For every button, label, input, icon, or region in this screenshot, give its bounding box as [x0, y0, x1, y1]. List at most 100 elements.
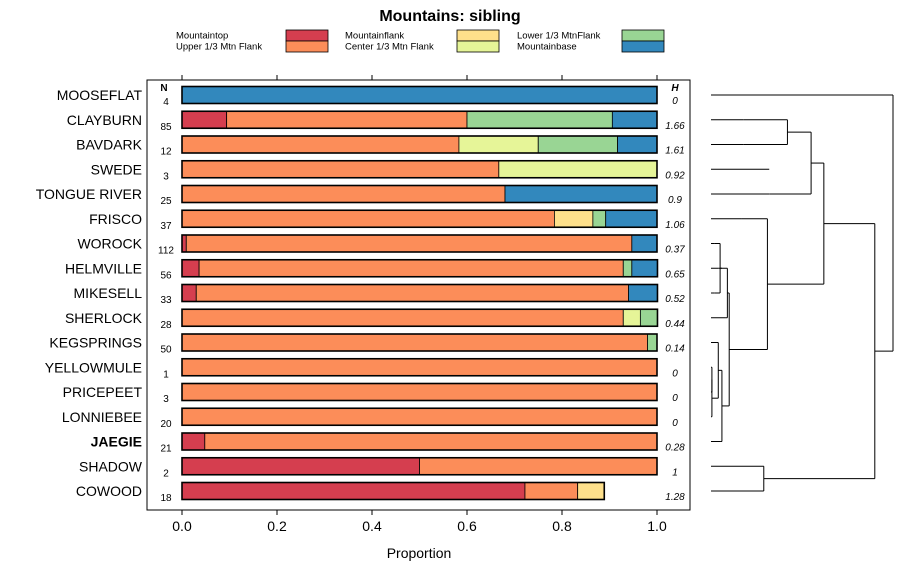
n-label-jaegie: 21 [160, 444, 172, 455]
h-label-worock: 0.37 [665, 245, 685, 256]
h-label-lonniebee: 0 [672, 418, 678, 429]
bar-segment-helmville-mountaintop [181, 259, 200, 278]
chart-title: Mountains: sibling [379, 8, 520, 25]
bar-segment-helmville-upper-1-3-mtn-flank [198, 259, 624, 278]
n-label-helmville: 56 [160, 270, 172, 281]
bar-segment-pricepeet-upper-1-3-mtn-flank [181, 383, 658, 401]
category-label-frisco: FRISCO [89, 211, 142, 227]
n-label-swede: 3 [163, 171, 169, 182]
x-tick-label: 1.0 [647, 518, 667, 534]
bar-segment-worock-upper-1-3-mtn-flank [185, 234, 633, 253]
n-label-sherlock: 28 [160, 320, 172, 331]
bar-segment-bavdark-mountainbase [617, 135, 658, 154]
bar-outline-lonniebee [181, 407, 658, 427]
bar-segment-bavdark-lower-1-3-mtnflank [537, 135, 618, 154]
bar-segment-kegsprings-lower-1-3-mtnflank [647, 333, 658, 352]
bar-segment-jaegie-mountaintop [181, 432, 206, 451]
bar-segment-swede-center-1-3-mtn-flank [498, 160, 658, 179]
legend-label-mountainflank: Mountainflank [345, 31, 404, 42]
legend-swatch-mountainbase [621, 40, 665, 53]
bar-segment-sherlock-center-1-3-mtn-flank [622, 308, 641, 327]
category-label-lonniebee: LONNIEBEE [62, 409, 142, 425]
h-labels: 0 1.66 1.61 0.92 0.9 1.06 0.37 0.65 0.52 0.44 0.14… [665, 96, 685, 503]
bar-segment-mikesell-upper-1-3-mtn-flank [195, 284, 629, 302]
y-labels: MOOSEFLAT CLAYBURN BAVDARK SWEDE TONGUE RIVE… [36, 87, 143, 499]
n-label-lonniebee: 20 [160, 419, 172, 430]
x-tick-label: 0.4 [362, 518, 382, 534]
h-label-shadow: 1 [672, 467, 678, 478]
n-label-kegsprings: 50 [160, 345, 172, 356]
legend-label-center-1-3-mtn-flank: Center 1/3 Mtn Flank [345, 42, 434, 53]
bar-outline-jaegie [181, 432, 658, 451]
bar-segment-clayburn-mountainbase [611, 110, 658, 129]
category-label-mikesell: MIKESELL [74, 285, 143, 301]
bar-outline-sherlock [181, 308, 659, 328]
bar-outline-shadow [181, 456, 658, 476]
category-label-mooseflat: MOOSEFLAT [57, 87, 143, 103]
category-label-yellowmule: YELLOWMULE [45, 359, 142, 375]
legend-swatch-mountaintop [285, 29, 329, 42]
bar-segment-sherlock-lower-1-3-mtnflank [639, 308, 658, 327]
n-label-mikesell: 33 [160, 295, 172, 306]
x-tick-label: 0.6 [457, 518, 477, 534]
bar-segment-helmville-lower-1-3-mtnflank [622, 259, 633, 278]
bar-segment-cowood-upper-1-3-mtn-flank [524, 482, 579, 500]
category-label-pricepeet: PRICEPEET [63, 384, 143, 400]
legend-swatch-lower-1-3-mtnflank [621, 29, 665, 42]
category-label-jaegie: JAEGIE [91, 434, 142, 450]
h-label-jaegie: 0.28 [665, 443, 685, 454]
bar-segment-sherlock-upper-1-3-mtn-flank [181, 308, 624, 327]
bar-segment-worock-mountainbase [631, 234, 658, 253]
bar-segment-shadow-mountaintop [181, 457, 420, 476]
bar-segment-bavdark-center-1-3-mtn-flank [458, 135, 539, 154]
n-label-cowood: 18 [160, 493, 172, 504]
category-label-cowood: COWOOD [76, 483, 142, 499]
bar-segment-clayburn-mountaintop [181, 110, 228, 129]
category-label-swede: SWEDE [91, 161, 142, 177]
h-label-swede: 0.92 [665, 170, 685, 181]
category-label-sherlock: SHERLOCK [65, 310, 143, 326]
legend-swatch-mountainflank [456, 29, 500, 42]
bar-segment-swede-upper-1-3-mtn-flank [181, 160, 500, 179]
bar-outline-frisco [181, 209, 658, 229]
bar-segment-frisco-upper-1-3-mtn-flank [181, 209, 555, 228]
legend-swatch-center-1-3-mtn-flank [456, 40, 500, 53]
h-label-helmville: 0.65 [665, 269, 685, 280]
n-label-tongue-river: 25 [160, 196, 172, 207]
bar-segment-clayburn-upper-1-3-mtn-flank [226, 110, 468, 129]
n-label-clayburn: 85 [160, 122, 172, 133]
bar-outline-yellowmule [181, 357, 658, 377]
bar-outline-worock [181, 234, 658, 253]
category-label-clayburn: CLAYBURN [67, 112, 142, 128]
category-label-tongue-river: TONGUE RIVER [36, 186, 142, 202]
h-label-frisco: 1.06 [665, 220, 685, 231]
bars [181, 85, 659, 501]
legend-label-lower-1-3-mtnflank: Lower 1/3 MtnFlank [517, 31, 601, 42]
bar-segment-jaegie-upper-1-3-mtn-flank [204, 432, 658, 451]
h-label-mooseflat: 0 [672, 96, 678, 107]
category-label-kegsprings: KEGSPRINGS [49, 335, 142, 351]
bar-segment-tongue-river-upper-1-3-mtn-flank [181, 185, 506, 203]
bar-outline-helmville [181, 258, 659, 278]
legend-label-mountainbase: Mountainbase [517, 42, 577, 53]
bar-outline-tongue-river [181, 184, 658, 204]
legend-label-mountaintop: Mountaintop [176, 31, 228, 42]
category-label-worock: WOROCK [77, 236, 142, 252]
bar-segment-cowood-mountaintop [181, 482, 526, 500]
h-label-pricepeet: 0 [672, 393, 678, 404]
bar-segment-frisco-lower-1-3-mtnflank [592, 209, 607, 228]
bar-outline-mooseflat [181, 85, 658, 105]
bar-outline-cowood [181, 481, 606, 501]
category-label-helmville: HELMVILLE [65, 260, 142, 276]
n-label-shadow: 2 [163, 468, 169, 479]
category-label-shadow: SHADOW [79, 458, 143, 474]
bar-segment-clayburn-lower-1-3-mtnflank [466, 110, 613, 129]
bar-segment-frisco-mountainbase [605, 209, 658, 228]
h-label-yellowmule: 0 [672, 368, 678, 379]
bar-segment-lonniebee-upper-1-3-mtn-flank [181, 407, 658, 426]
h-label-mikesell: 0.52 [665, 294, 685, 305]
x-tick-label: 0.0 [172, 518, 192, 534]
h-label-kegsprings: 0.14 [665, 344, 685, 355]
